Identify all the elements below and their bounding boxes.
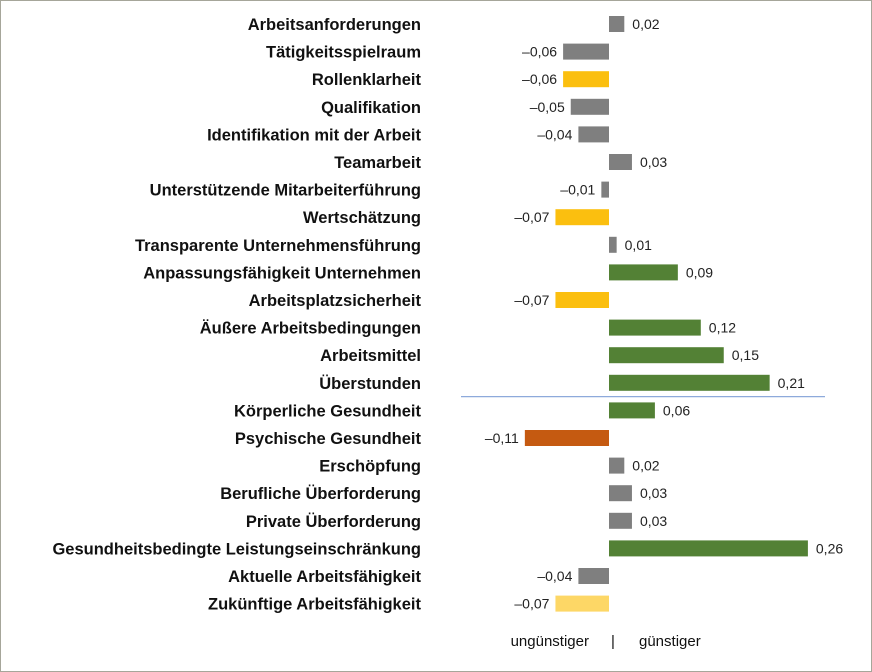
category-label: Berufliche Überforderung bbox=[220, 484, 421, 503]
bar bbox=[578, 126, 609, 143]
value-label: 0,03 bbox=[640, 485, 667, 501]
value-label: 0,21 bbox=[778, 375, 805, 391]
category-label: Arbeitsanforderungen bbox=[248, 16, 421, 34]
bar bbox=[601, 181, 609, 198]
bar bbox=[609, 374, 770, 391]
category-label: Qualifikation bbox=[321, 99, 421, 117]
category-label: Arbeitsplatzsicherheit bbox=[249, 292, 422, 310]
bars bbox=[524, 16, 808, 612]
value-label: –0,04 bbox=[537, 126, 572, 142]
bar bbox=[609, 540, 808, 557]
value-label: –0,11 bbox=[485, 430, 519, 446]
category-label: Identifikation mit der Arbeit bbox=[207, 126, 421, 144]
value-label: –0,05 bbox=[530, 99, 565, 115]
category-label: Arbeitsmittel bbox=[320, 347, 421, 365]
bar bbox=[555, 595, 609, 612]
category-label: Unterstützende Mitarbeiterführung bbox=[150, 182, 421, 200]
value-label: –0,01 bbox=[560, 182, 595, 198]
bar bbox=[563, 43, 609, 60]
value-label: 0,06 bbox=[663, 402, 690, 418]
bar bbox=[555, 209, 609, 226]
axis-note-favorable: günstiger bbox=[639, 633, 701, 650]
category-label: Private Überforderung bbox=[246, 512, 421, 531]
category-label: Psychische Gesundheit bbox=[235, 430, 422, 448]
category-label: Überstunden bbox=[319, 374, 421, 393]
category-label: Anpassungsfähigkeit Unternehmen bbox=[143, 264, 421, 282]
bar bbox=[609, 264, 678, 281]
value-label: 0,09 bbox=[686, 264, 713, 280]
bar bbox=[609, 512, 632, 529]
value-label: 0,02 bbox=[632, 16, 659, 32]
bar bbox=[609, 16, 625, 32]
bar bbox=[555, 292, 609, 308]
value-label: 0,15 bbox=[732, 347, 759, 363]
category-label: Wertschätzung bbox=[303, 209, 421, 227]
bar bbox=[563, 71, 609, 88]
value-label: 0,02 bbox=[632, 458, 659, 474]
value-label: –0,07 bbox=[514, 209, 549, 225]
category-label: Aktuelle Arbeitsfähigkeit bbox=[228, 568, 421, 586]
category-label: Erschöpfung bbox=[319, 458, 421, 476]
bar bbox=[570, 98, 609, 115]
category-label: Tätigkeitsspielraum bbox=[266, 44, 421, 62]
bar bbox=[609, 236, 617, 253]
value-label: 0,03 bbox=[640, 154, 667, 170]
value-label: 0,03 bbox=[640, 513, 667, 529]
value-label: –0,07 bbox=[514, 292, 549, 308]
axis-note-unfavorable: ungünstiger bbox=[511, 633, 589, 650]
category-label: Transparente Unternehmensführung bbox=[135, 237, 421, 255]
bar bbox=[609, 154, 632, 170]
category-labels: Arbeitsanforderungen Tätigkeitsspielraum R… bbox=[52, 16, 421, 614]
bar bbox=[609, 457, 625, 474]
value-label: –0,06 bbox=[522, 71, 557, 87]
bar bbox=[578, 568, 609, 584]
category-label: Teamarbeit bbox=[334, 154, 421, 172]
value-label: –0,06 bbox=[522, 44, 557, 60]
value-label: 0,26 bbox=[816, 540, 843, 556]
value-labels: 0,02 –0,06 –0,06 –0,05 –0,04 0,03 –0,01 –0,07 0,… bbox=[485, 16, 844, 612]
axis-note-separator: | bbox=[611, 633, 615, 650]
category-label: Zukünftige Arbeitsfähigkeit bbox=[208, 596, 421, 614]
value-label: –0,07 bbox=[514, 596, 549, 612]
category-label: Rollenklarheit bbox=[312, 71, 422, 89]
bar bbox=[609, 319, 701, 336]
value-label: –0,04 bbox=[537, 568, 572, 584]
category-label: Äußere Arbeitsbedingungen bbox=[200, 320, 421, 338]
category-label: Körperliche Gesundheit bbox=[234, 402, 422, 420]
category-label: Gesundheitsbedingte Leistungseinschränku… bbox=[52, 540, 421, 558]
bar bbox=[609, 347, 724, 364]
bar bbox=[609, 485, 632, 502]
value-label: 0,12 bbox=[709, 320, 736, 336]
value-label: 0,01 bbox=[625, 237, 652, 253]
bar bbox=[524, 430, 609, 446]
bar bbox=[609, 402, 655, 419]
